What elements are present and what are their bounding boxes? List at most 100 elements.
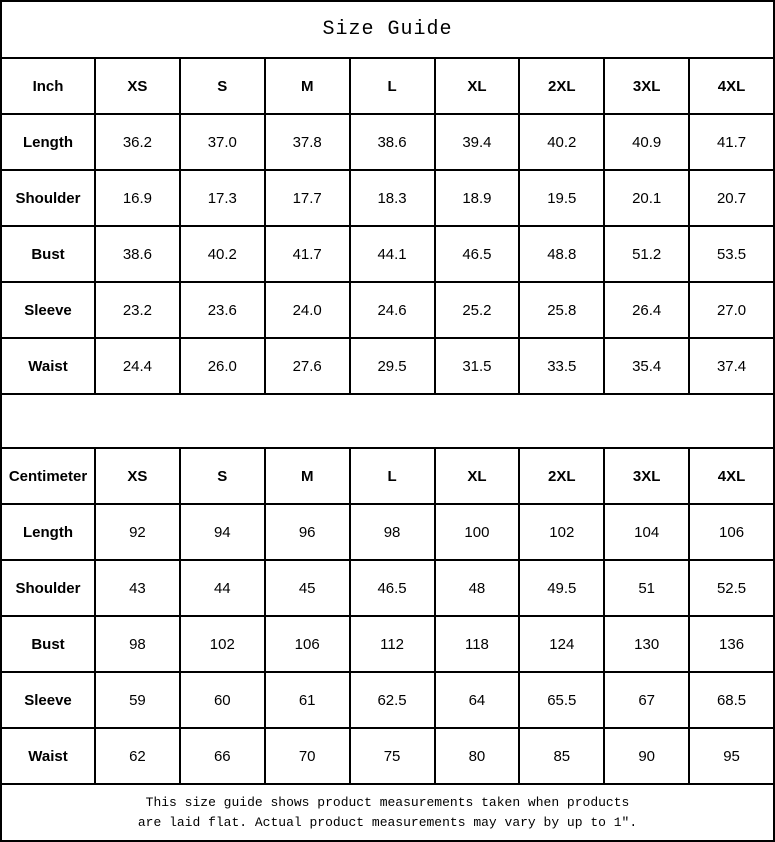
table-row: Sleeve 23.2 23.6 24.0 24.6 25.2 25.8 26.…	[0, 281, 775, 339]
size-header-cell: M	[263, 57, 351, 115]
value-cell: 136	[688, 615, 775, 673]
value-cell: 62.5	[348, 671, 436, 729]
value-cell: 18.9	[433, 169, 521, 227]
row-label-cell: Bust	[0, 225, 96, 283]
value-cell: 31.5	[433, 337, 521, 395]
value-cell: 25.8	[518, 281, 606, 339]
row-label-cell: Waist	[0, 727, 96, 785]
value-cell: 106	[263, 615, 351, 673]
value-cell: 41.7	[263, 225, 351, 283]
value-cell: 59	[94, 671, 181, 729]
size-table-inch: Inch XS S M L XL 2XL 3XL 4XL Length 36.2…	[0, 57, 775, 395]
value-cell: 49.5	[518, 559, 606, 617]
row-label-cell: Shoulder	[0, 169, 96, 227]
value-cell: 40.9	[603, 113, 691, 171]
size-header-cell: 2XL	[518, 57, 606, 115]
value-cell: 106	[688, 503, 775, 561]
value-cell: 52.5	[688, 559, 775, 617]
row-label-cell: Bust	[0, 615, 96, 673]
value-cell: 29.5	[348, 337, 436, 395]
value-cell: 24.6	[348, 281, 436, 339]
value-cell: 17.3	[178, 169, 266, 227]
value-cell: 46.5	[433, 225, 521, 283]
value-cell: 62	[94, 727, 181, 785]
value-cell: 37.4	[688, 337, 775, 395]
measurement-note: This size guide shows product measuremen…	[0, 785, 775, 842]
value-cell: 18.3	[348, 169, 436, 227]
measurement-note-line2: are laid flat. Actual product measuremen…	[137, 814, 638, 830]
size-header-cell: L	[348, 57, 436, 115]
value-cell: 65.5	[518, 671, 606, 729]
value-cell: 44	[178, 559, 266, 617]
row-label-cell: Sleeve	[0, 671, 96, 729]
value-cell: 20.7	[688, 169, 775, 227]
value-cell: 66	[178, 727, 266, 785]
value-cell: 102	[518, 503, 606, 561]
size-header-cell: 4XL	[688, 447, 775, 505]
value-cell: 92	[94, 503, 181, 561]
size-header-cell: S	[178, 447, 266, 505]
value-cell: 17.7	[263, 169, 351, 227]
size-header-cell: L	[348, 447, 436, 505]
value-cell: 80	[433, 727, 521, 785]
table-header-row: Centimeter XS S M L XL 2XL 3XL 4XL	[0, 447, 775, 505]
page-title: Size Guide	[0, 0, 775, 57]
value-cell: 85	[518, 727, 606, 785]
value-cell: 40.2	[178, 225, 266, 283]
value-cell: 75	[348, 727, 436, 785]
table-row: Shoulder 43 44 45 46.5 48 49.5 51 52.5	[0, 559, 775, 617]
measurement-note-line1: This size guide shows product measuremen…	[145, 795, 630, 810]
value-cell: 38.6	[348, 113, 436, 171]
unit-header-cell: Centimeter	[0, 447, 96, 505]
value-cell: 53.5	[688, 225, 775, 283]
value-cell: 26.0	[178, 337, 266, 395]
value-cell: 61	[263, 671, 351, 729]
size-header-cell: XL	[433, 57, 521, 115]
value-cell: 23.6	[178, 281, 266, 339]
value-cell: 98	[94, 615, 181, 673]
value-cell: 112	[348, 615, 436, 673]
size-header-cell: XS	[94, 57, 181, 115]
value-cell: 68.5	[688, 671, 775, 729]
value-cell: 37.8	[263, 113, 351, 171]
value-cell: 35.4	[603, 337, 691, 395]
value-cell: 48	[433, 559, 521, 617]
size-header-cell: 4XL	[688, 57, 775, 115]
table-header-row: Inch XS S M L XL 2XL 3XL 4XL	[0, 57, 775, 115]
size-table-centimeter: Centimeter XS S M L XL 2XL 3XL 4XL Lengt…	[0, 447, 775, 785]
size-header-cell: 2XL	[518, 447, 606, 505]
value-cell: 27.6	[263, 337, 351, 395]
size-header-cell: 3XL	[603, 57, 691, 115]
value-cell: 16.9	[94, 169, 181, 227]
value-cell: 124	[518, 615, 606, 673]
value-cell: 40.2	[518, 113, 606, 171]
value-cell: 43	[94, 559, 181, 617]
value-cell: 41.7	[688, 113, 775, 171]
value-cell: 39.4	[433, 113, 521, 171]
table-row: Length 36.2 37.0 37.8 38.6 39.4 40.2 40.…	[0, 113, 775, 171]
value-cell: 90	[603, 727, 691, 785]
value-cell: 44.1	[348, 225, 436, 283]
value-cell: 27.0	[688, 281, 775, 339]
unit-header-cell: Inch	[0, 57, 96, 115]
table-row: Length 92 94 96 98 100 102 104 106	[0, 503, 775, 561]
value-cell: 130	[603, 615, 691, 673]
value-cell: 25.2	[433, 281, 521, 339]
value-cell: 67	[603, 671, 691, 729]
value-cell: 96	[263, 503, 351, 561]
value-cell: 24.4	[94, 337, 181, 395]
row-label-cell: Waist	[0, 337, 96, 395]
value-cell: 95	[688, 727, 775, 785]
size-header-cell: XL	[433, 447, 521, 505]
value-cell: 23.2	[94, 281, 181, 339]
value-cell: 37.0	[178, 113, 266, 171]
value-cell: 100	[433, 503, 521, 561]
value-cell: 70	[263, 727, 351, 785]
value-cell: 118	[433, 615, 521, 673]
row-label-cell: Length	[0, 113, 96, 171]
value-cell: 24.0	[263, 281, 351, 339]
value-cell: 36.2	[94, 113, 181, 171]
value-cell: 60	[178, 671, 266, 729]
value-cell: 46.5	[348, 559, 436, 617]
